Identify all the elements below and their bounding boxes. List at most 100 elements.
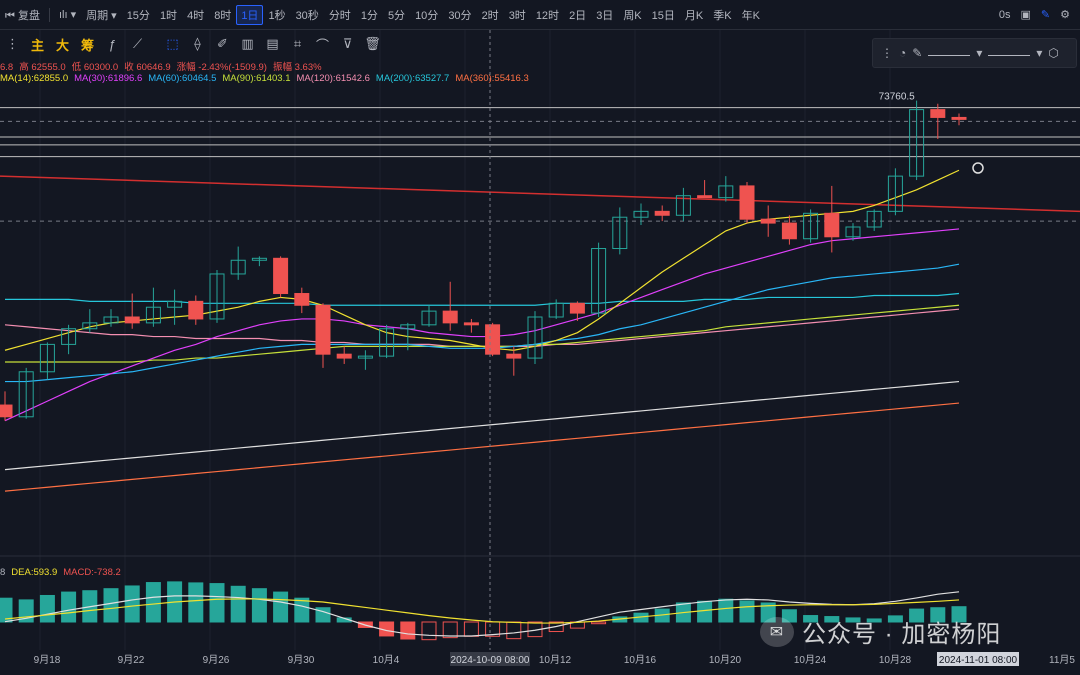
macd-bar [930,607,946,623]
line-width-select[interactable] [988,50,1031,56]
calendar-icon[interactable]: ▤ [266,36,279,51]
ohlc-item: 6.8 [0,62,14,73]
interval-17[interactable]: 周K [623,9,642,22]
divider [48,7,50,22]
candle-body [251,257,267,261]
trash-icon[interactable]: 🗑 [364,36,381,51]
macd-bar [294,597,310,623]
candle-body [654,210,670,216]
big-order-button[interactable]: 大 [55,37,69,53]
interval-20[interactable]: 季K [713,9,732,22]
candle-body [188,300,204,320]
chip-distribution-button[interactable]: 筹 [80,37,94,53]
interval-10[interactable]: 10分 [415,9,439,22]
ma-item: MA(360):55416.3 [455,73,529,84]
candle-body [909,109,925,177]
more-icon[interactable]: ⋮ [6,36,19,51]
ma200-line [5,292,960,306]
pen-icon[interactable]: ✐ [217,36,228,51]
candle-body [336,353,352,359]
interval-14[interactable]: 12时 [535,9,560,22]
candle-body [760,218,776,224]
camera-icon[interactable]: ▣ [1020,9,1031,21]
candle-body [463,322,479,326]
select-icon[interactable]: ⬚ [166,36,179,51]
drag-handle-icon[interactable]: ⋮ [881,46,893,60]
candle-body [887,175,903,212]
interval-6[interactable]: 30秒 [295,9,319,22]
candle-body [357,355,373,359]
interval-8[interactable]: 1分 [360,9,378,22]
macd-bar [251,588,267,623]
interval-13[interactable]: 3时 [508,9,526,22]
interval-7[interactable]: 分时 [328,9,351,22]
ma14-line [4,169,960,351]
drawing-float-toolbar: ⋮ ◔ ✎ ▾ ▾ ⬡ [872,38,1077,68]
interval-4[interactable]: 1日 [236,4,264,25]
interval-5[interactable]: 1秒 [268,9,286,22]
main-indicator-button[interactable]: 主 [30,37,44,53]
line-style-select[interactable] [928,50,971,56]
candle-body [230,259,246,275]
x-tick-label: 10月28 [879,654,912,666]
dea-line [4,598,960,624]
filter-icon[interactable]: ⊽ [342,36,353,51]
macd-bar [103,588,119,623]
interval-0[interactable]: 15分 [126,9,150,22]
settings-icon[interactable]: ⬡ [1048,46,1059,60]
candle-body [803,212,819,240]
interval-16[interactable]: 3日 [596,9,614,22]
candle-body [18,371,34,418]
interval-1[interactable]: 1时 [159,9,178,22]
candle-body [548,302,564,318]
chevron-down-icon[interactable]: ▾ [976,46,983,60]
template-icon[interactable]: ◔ [899,46,907,60]
settings-icon[interactable]: ⚙ [1060,9,1070,21]
x-tick-label: 10月4 [373,654,400,666]
interval-9[interactable]: 5分 [387,9,406,22]
chart-type-button[interactable]: ılı ▾ [58,9,77,21]
dif-line [4,591,960,637]
candle-body [951,116,967,120]
candle-body [82,322,98,330]
draw-icon[interactable]: ✎ [1040,9,1051,21]
candle-body [124,316,140,324]
macd-bar [887,615,903,623]
candle-body [294,293,310,306]
macd-bar [61,591,77,623]
magnet-icon[interactable]: ⌒ [315,37,329,53]
x-tick-label: 11月5 [1049,654,1075,666]
text-tool-icon[interactable]: ⌗ [293,36,302,51]
interval-list: 15分 1时 4时 8时 1日 1秒 30秒 分时 1分 5分 10分 30分 2时 3时 12时 2日 3日周… [122,4,765,25]
macd-bar [591,621,607,625]
interval-12[interactable]: 2时 [481,9,499,22]
interval-3[interactable]: 8时 [214,9,232,22]
interval-19[interactable]: 月K [684,9,704,22]
macd-bar [209,583,225,623]
candle-tool-icon[interactable]: ▥ [241,36,254,51]
indicator-icon[interactable]: ƒ [108,36,117,52]
ruler-icon[interactable]: ⟠ [194,36,201,51]
candle-body [379,328,395,357]
chevron-down-icon[interactable]: ▾ [1036,46,1043,60]
candle-body [0,404,13,418]
period-dropdown[interactable]: 周期 ▾ [86,9,117,22]
candle-body [866,210,882,228]
line-color-icon[interactable]: ✎ [912,46,923,60]
macd-bar [0,597,13,623]
candle-body [718,185,734,199]
line-tool-icon[interactable]: ⟋ [132,36,143,51]
candle-body [485,324,501,355]
interval-21[interactable]: 年K [741,9,760,22]
candle-body [315,304,331,355]
ma60-line [5,263,960,383]
interval-11[interactable]: 30分 [448,9,472,22]
macd-bar [400,621,416,640]
back-button[interactable]: ⏮ 复盘 [5,9,40,22]
interval-18[interactable]: 15日 [651,9,675,22]
cursor-label-bg [937,652,1019,666]
candle-body [506,353,522,359]
interval-2[interactable]: 4时 [187,9,205,22]
interval-15[interactable]: 2日 [569,9,587,22]
